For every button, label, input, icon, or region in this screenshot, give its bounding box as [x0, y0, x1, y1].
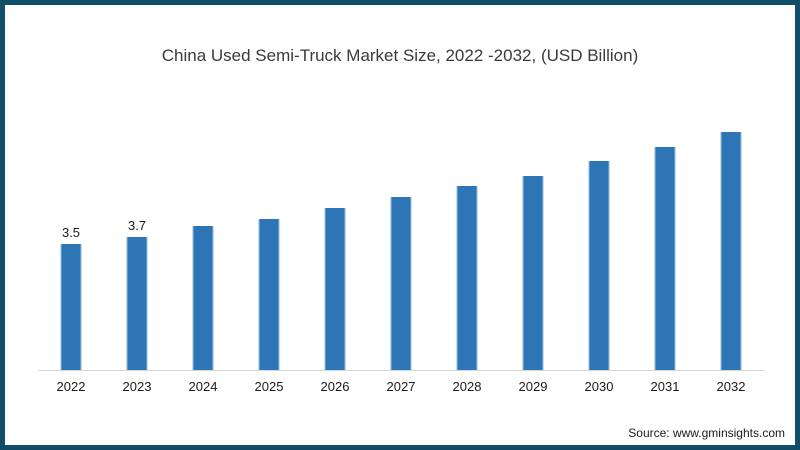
x-axis-label-2025: 2025: [254, 379, 284, 394]
bar-slot-2022: 3.5: [38, 100, 104, 370]
source-credit: Source: www.gminsights.com: [628, 426, 785, 440]
bar-2032: [720, 132, 742, 370]
x-axis-label-2030: 2030: [584, 379, 614, 394]
bar-slot-2027: [368, 100, 434, 370]
chart-title: China Used Semi-Truck Market Size, 2022 …: [161, 46, 639, 65]
bar-2029: [522, 175, 544, 370]
bar-2024: [192, 226, 214, 370]
bar-slot-2025: [236, 100, 302, 370]
bar-slot-2023: 3.7: [104, 100, 170, 370]
x-axis-labels: 2022 2023 2024 2025 2026 2027 2028 2029 2030 2031…: [38, 379, 764, 394]
bar-2022: [60, 244, 82, 370]
bar-slot-2026: [302, 100, 368, 370]
bar-2025: [258, 218, 280, 370]
x-axis-label-2022: 2022: [56, 379, 86, 394]
data-label-2023: 3.7: [127, 217, 147, 233]
x-axis-label-2027: 2027: [386, 379, 416, 394]
x-axis-label-2028: 2028: [452, 379, 482, 394]
x-axis-label-2024: 2024: [188, 379, 218, 394]
x-axis-label-2031: 2031: [650, 379, 680, 394]
data-label-2022: 3.5: [61, 225, 81, 240]
bar-2031: [654, 146, 676, 370]
bar-slot-2030: [566, 100, 632, 370]
bar-slot-2024: [170, 100, 236, 370]
x-axis-label-2023: 2023: [122, 379, 152, 394]
bar-2028: [456, 186, 478, 370]
x-axis-label-2029: 2029: [518, 379, 548, 394]
bar-2027: [390, 197, 412, 370]
bar-2026: [324, 208, 346, 370]
bar-2023: [126, 236, 148, 370]
bar-slot-2029: [500, 100, 566, 370]
bar-slot-2028: [434, 100, 500, 370]
bar-2030: [588, 161, 610, 370]
x-axis-line: [38, 370, 764, 371]
bar-slot-2031: [632, 100, 698, 370]
bar-slot-2032: [698, 100, 764, 370]
x-axis-label-2032: 2032: [716, 379, 746, 394]
plot-area: 3.5 3.7: [38, 100, 764, 370]
x-axis-label-2026: 2026: [320, 379, 350, 394]
